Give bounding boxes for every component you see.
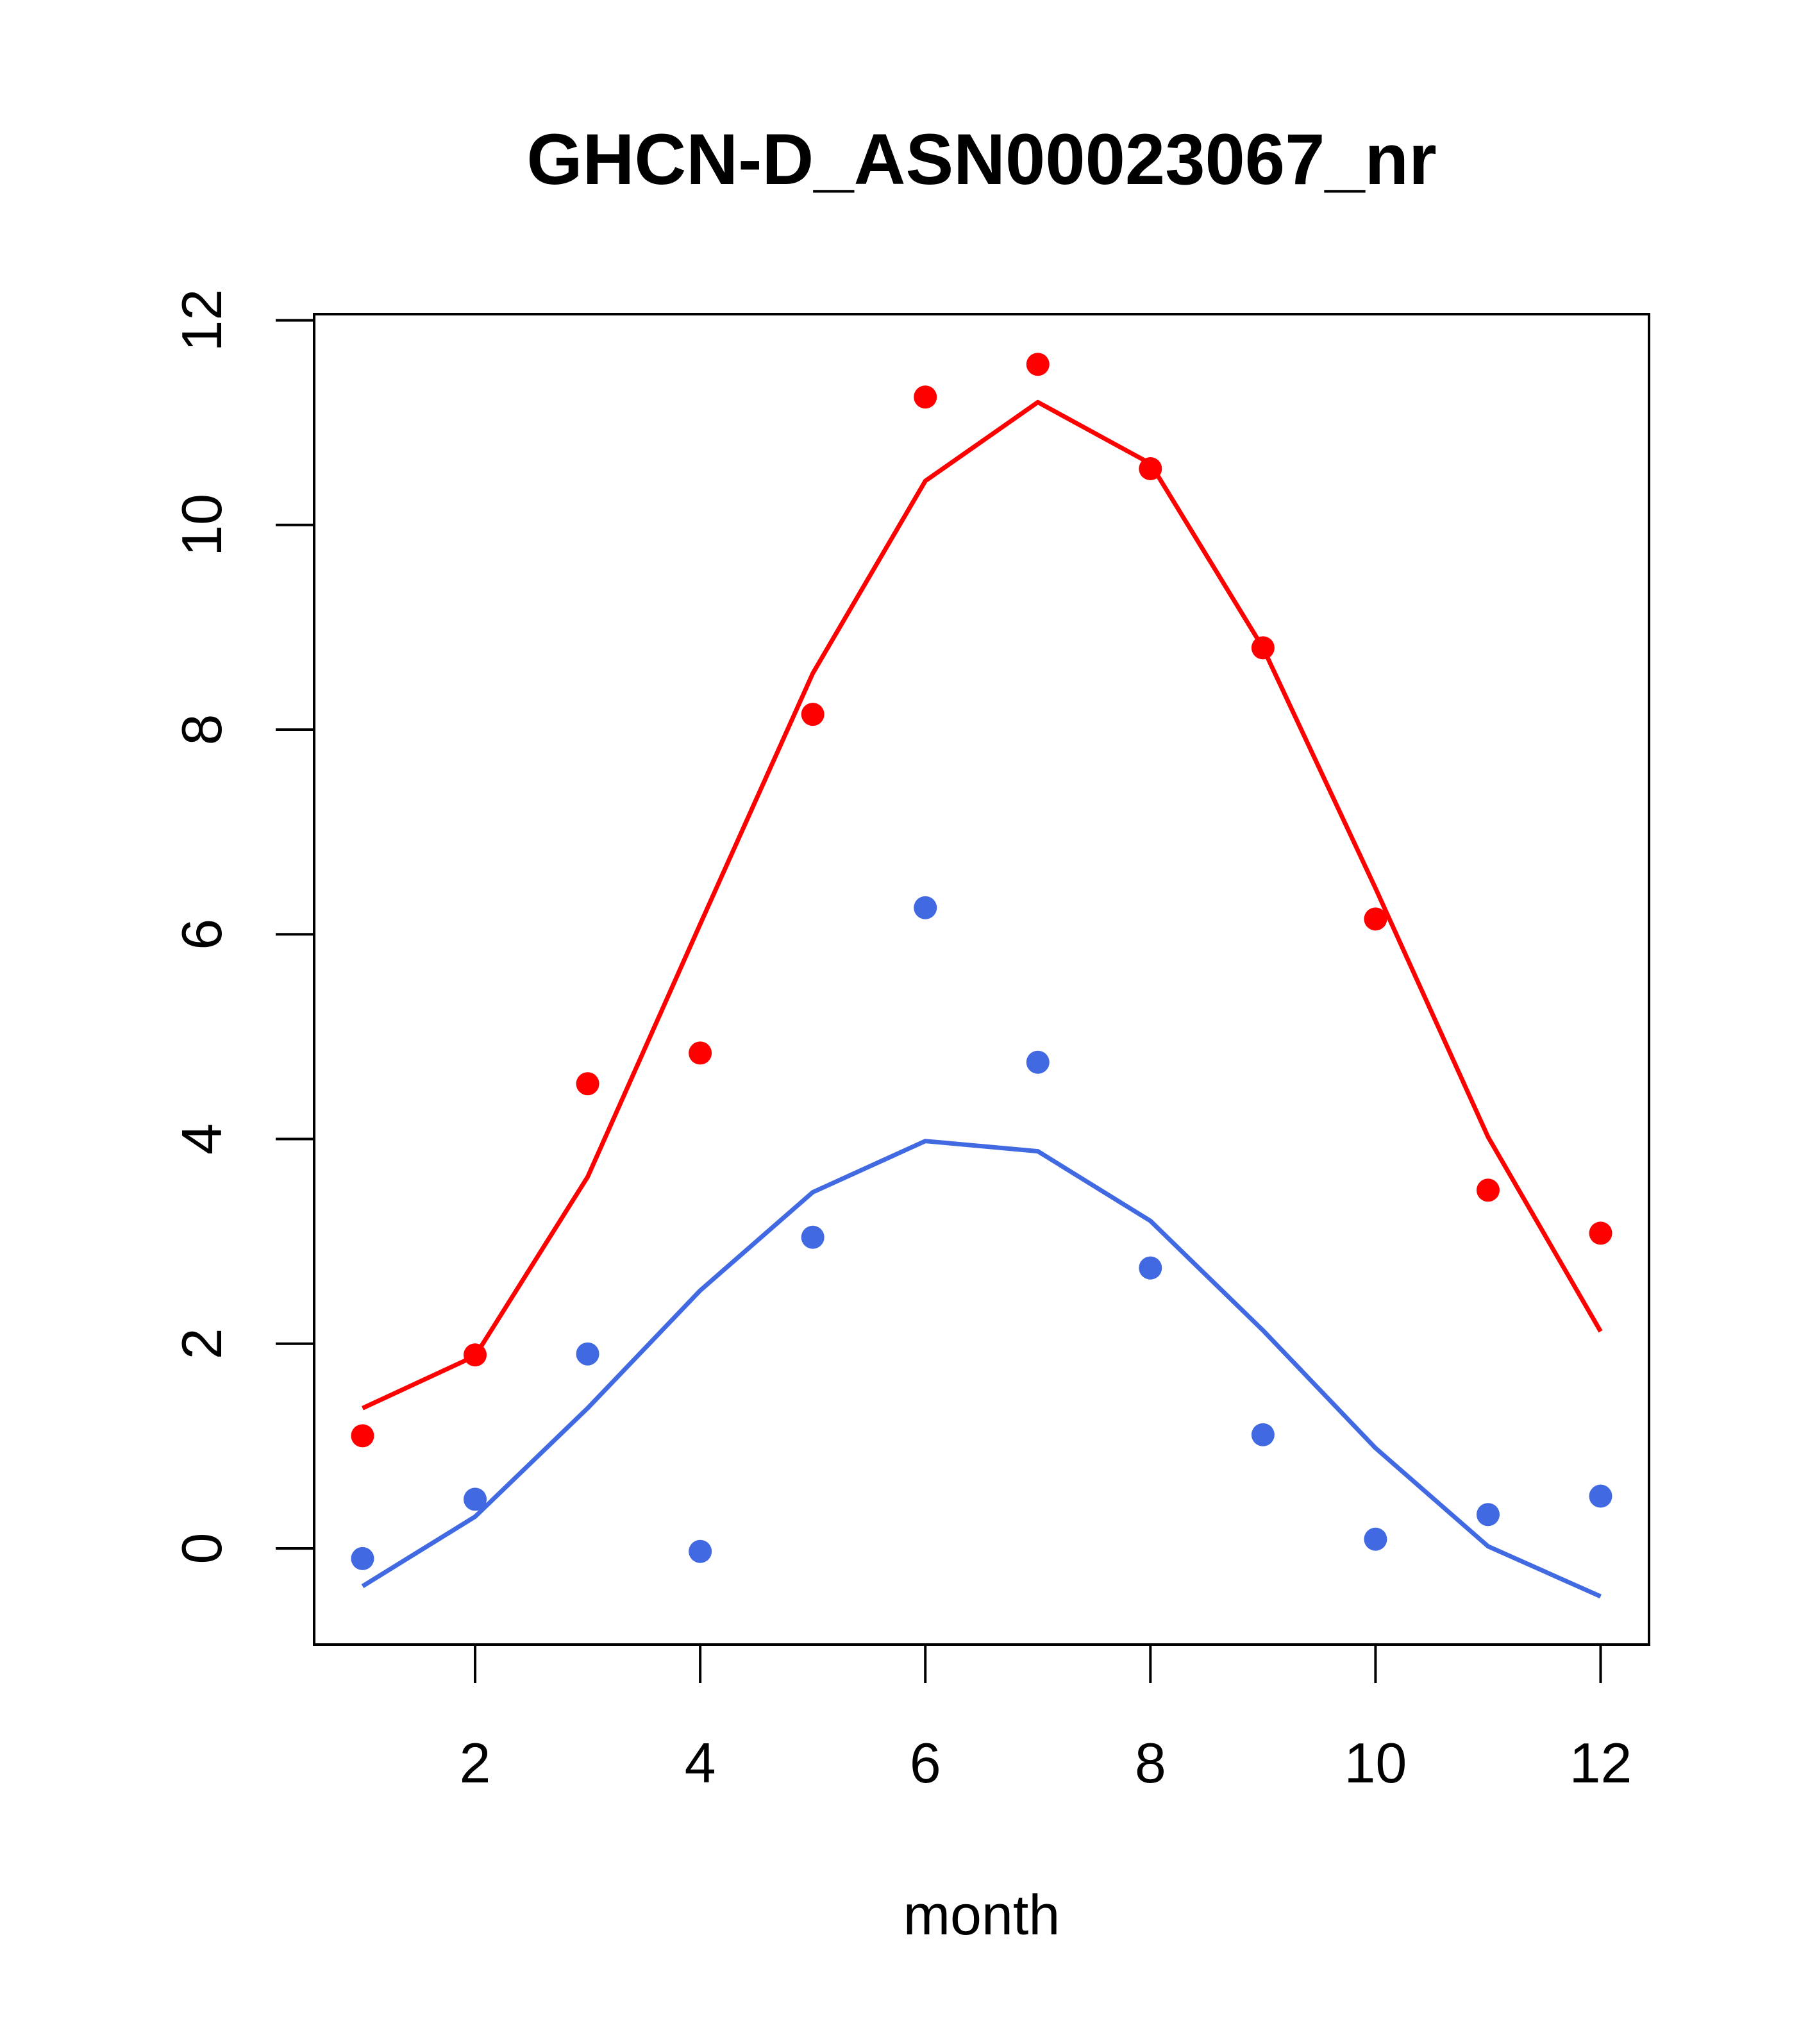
x-tick-label: 4: [685, 1731, 716, 1795]
x-tick-label: 8: [1135, 1731, 1166, 1795]
series-2-point: [801, 1225, 825, 1249]
series-1-point: [1364, 907, 1387, 931]
series-1-point: [576, 1072, 599, 1096]
series-2: [351, 896, 1612, 1599]
plot-frame: [313, 313, 1650, 1646]
plot-area: [313, 313, 1650, 1646]
series-1-point: [464, 1343, 487, 1367]
y-tick-label: 10: [170, 494, 233, 557]
y-tick-label: 0: [170, 1532, 233, 1564]
series-2-point: [464, 1487, 487, 1511]
x-tick-label: 6: [910, 1731, 941, 1795]
series-2-point: [1026, 1050, 1050, 1074]
series-2-point: [914, 896, 937, 919]
y-tick-label: 4: [170, 1123, 233, 1155]
series-1-point: [689, 1041, 712, 1065]
series-1-point: [914, 385, 937, 409]
x-axis: 2 4 6 8 10 12: [460, 1645, 1632, 1795]
x-axis-title: month: [903, 1883, 1060, 1947]
series-1-point: [1026, 353, 1050, 376]
series-1-point: [1139, 457, 1162, 481]
chart-title: GHCN-D_ASN00023067_nr: [526, 119, 1436, 199]
series-2-point: [1251, 1423, 1275, 1446]
y-axis: 0 2 4 6 8 10 12: [170, 289, 314, 1564]
series-2-point: [576, 1342, 599, 1366]
series-layer: [351, 353, 1612, 1599]
x-tick-label: 10: [1344, 1731, 1407, 1795]
series-2-point: [1364, 1527, 1387, 1551]
x-tick-label: 2: [460, 1731, 491, 1795]
x-tick-label: 12: [1570, 1731, 1632, 1795]
series-2-point: [1589, 1484, 1612, 1508]
series-1-line: [362, 399, 1603, 1411]
series-2-point: [1476, 1503, 1500, 1527]
series-1-point: [1251, 636, 1275, 660]
series-2-line: [361, 1139, 1602, 1599]
y-tick-label: 2: [170, 1328, 233, 1359]
series-1-point: [1589, 1221, 1612, 1245]
y-tick-label: 12: [170, 289, 233, 352]
series-1-point: [801, 703, 825, 726]
series-1: [351, 353, 1612, 1448]
series-1-point: [1476, 1178, 1500, 1202]
series-2-point: [689, 1539, 712, 1563]
series-2-point: [351, 1546, 374, 1570]
series-2-point: [1139, 1256, 1162, 1280]
y-tick-label: 6: [170, 919, 233, 950]
y-tick-label: 8: [170, 714, 233, 746]
series-1-point: [351, 1424, 374, 1448]
